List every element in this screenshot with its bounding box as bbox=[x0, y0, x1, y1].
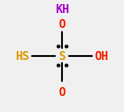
Text: KH: KH bbox=[55, 2, 69, 15]
Text: S: S bbox=[58, 50, 66, 62]
Text: O: O bbox=[58, 85, 66, 98]
Text: OH: OH bbox=[95, 50, 109, 62]
Text: HS: HS bbox=[15, 50, 29, 62]
Text: O: O bbox=[58, 18, 66, 31]
